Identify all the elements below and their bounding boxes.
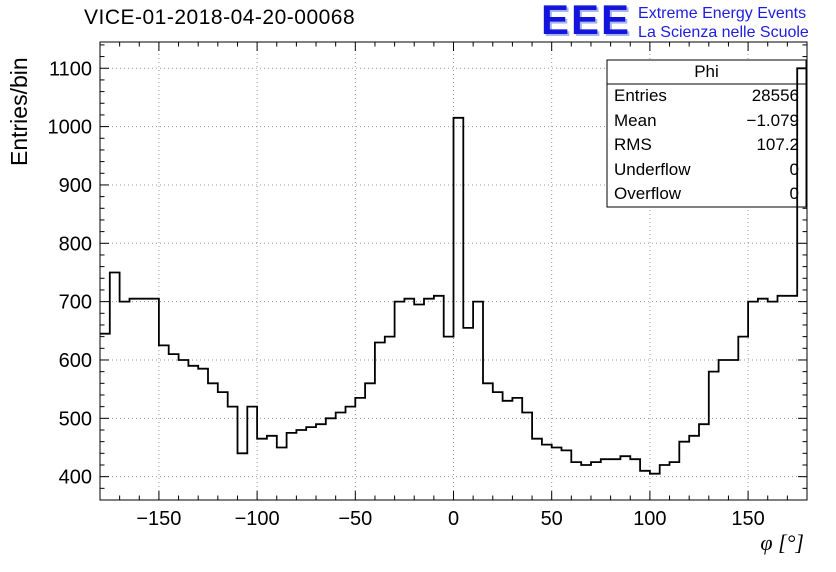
eee-logo-text: Extreme Energy Events La Scienza nelle S… — [638, 1, 809, 42]
svg-text:0: 0 — [448, 508, 459, 530]
eee-logo-line1: Extreme Energy Events — [638, 5, 807, 22]
svg-text:100: 100 — [633, 508, 666, 530]
svg-text:700: 700 — [59, 292, 92, 314]
svg-text:500: 500 — [59, 408, 92, 430]
svg-text:400: 400 — [59, 467, 92, 489]
svg-text:1100: 1100 — [49, 58, 92, 80]
svg-text:600: 600 — [59, 350, 92, 372]
svg-text:800: 800 — [59, 233, 92, 255]
svg-text:−50: −50 — [338, 508, 372, 530]
svg-text:1000: 1000 — [48, 117, 93, 139]
plot-title: VICE-01-2018-04-20-00068 — [84, 6, 356, 29]
svg-text:900: 900 — [59, 175, 92, 197]
svg-text:−150: −150 — [136, 508, 181, 530]
svg-text:50: 50 — [541, 508, 563, 530]
x-axis-label: φ [°] — [760, 530, 804, 555]
eee-logo-acronym: EEE — [541, 0, 632, 43]
svg-text:150: 150 — [731, 508, 764, 530]
eee-logo: EEE Extreme Energy Events La Scienza nel… — [541, 0, 809, 43]
svg-text:−100: −100 — [235, 508, 280, 530]
eee-logo-line2: La Scienza nelle Scuole — [638, 24, 809, 41]
